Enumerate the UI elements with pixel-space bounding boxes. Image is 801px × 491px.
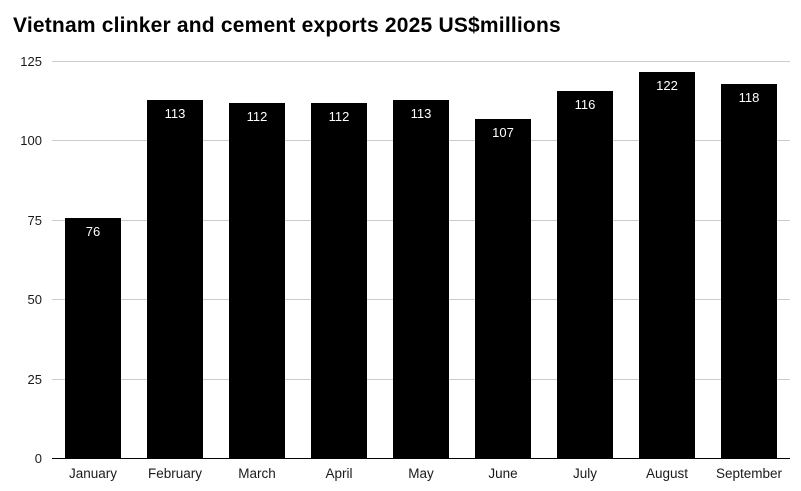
x-tick-label: February [147,466,203,481]
y-axis: 0 25 50 75 100 125 [0,54,42,466]
x-axis: January February March April May June July Augu… [52,466,790,481]
bar-june: 107 [475,119,531,459]
bar-slot: 118 [708,62,790,459]
x-tick-label: July [572,466,597,481]
y-tick-label: 50 [27,292,42,308]
bar-slot: 107 [462,62,544,459]
bar-slot: 116 [544,62,626,459]
x-tick-label: March [238,466,276,481]
bar-value-label: 118 [738,90,760,106]
bar-march: 112 [229,103,285,459]
bar-value-label: 112 [328,109,350,125]
x-tick-label: April [325,466,353,481]
bar-july: 116 [557,90,613,459]
bar-april: 112 [311,103,367,459]
bar-january: 76 [65,217,121,459]
bar-september: 118 [721,84,777,459]
y-tick-label: 25 [27,371,42,387]
bar-value-label: 112 [246,109,268,125]
y-tick-label: 100 [20,133,42,149]
bar-slot: 112 [298,62,380,459]
x-tick-label: May [408,466,434,481]
bar-value-label: 113 [164,106,186,122]
y-tick-label: 125 [20,54,42,69]
bars-group: 76 113 112 112 113 107 116 122 118 [52,62,790,459]
chart-title: Vietnam clinker and cement exports 2025 … [13,14,561,37]
bar-value-label: 107 [492,125,514,141]
y-tick-label: 0 [34,451,42,466]
x-tick-label: September [715,466,783,481]
bar-february: 113 [147,100,203,459]
x-tick-label: January [68,466,118,481]
bar-value-label: 116 [574,96,596,112]
bar-slot: 113 [380,62,462,459]
bar-value-label: 113 [410,106,432,122]
y-tick-label: 75 [27,212,42,228]
bar-slot: 113 [134,62,216,459]
plot-area: 76 113 112 112 113 107 116 122 118 [52,61,790,459]
gridline [52,61,790,62]
x-tick-label: June [488,466,518,481]
x-tick-label: August [645,466,689,481]
bar-value-label: 122 [656,77,678,93]
bar-august: 122 [639,71,695,459]
bar-slot: 122 [626,62,708,459]
bar-value-label: 76 [85,223,101,239]
bar-slot: 112 [216,62,298,459]
bar-may: 113 [393,100,449,459]
bar-slot: 76 [52,62,134,459]
